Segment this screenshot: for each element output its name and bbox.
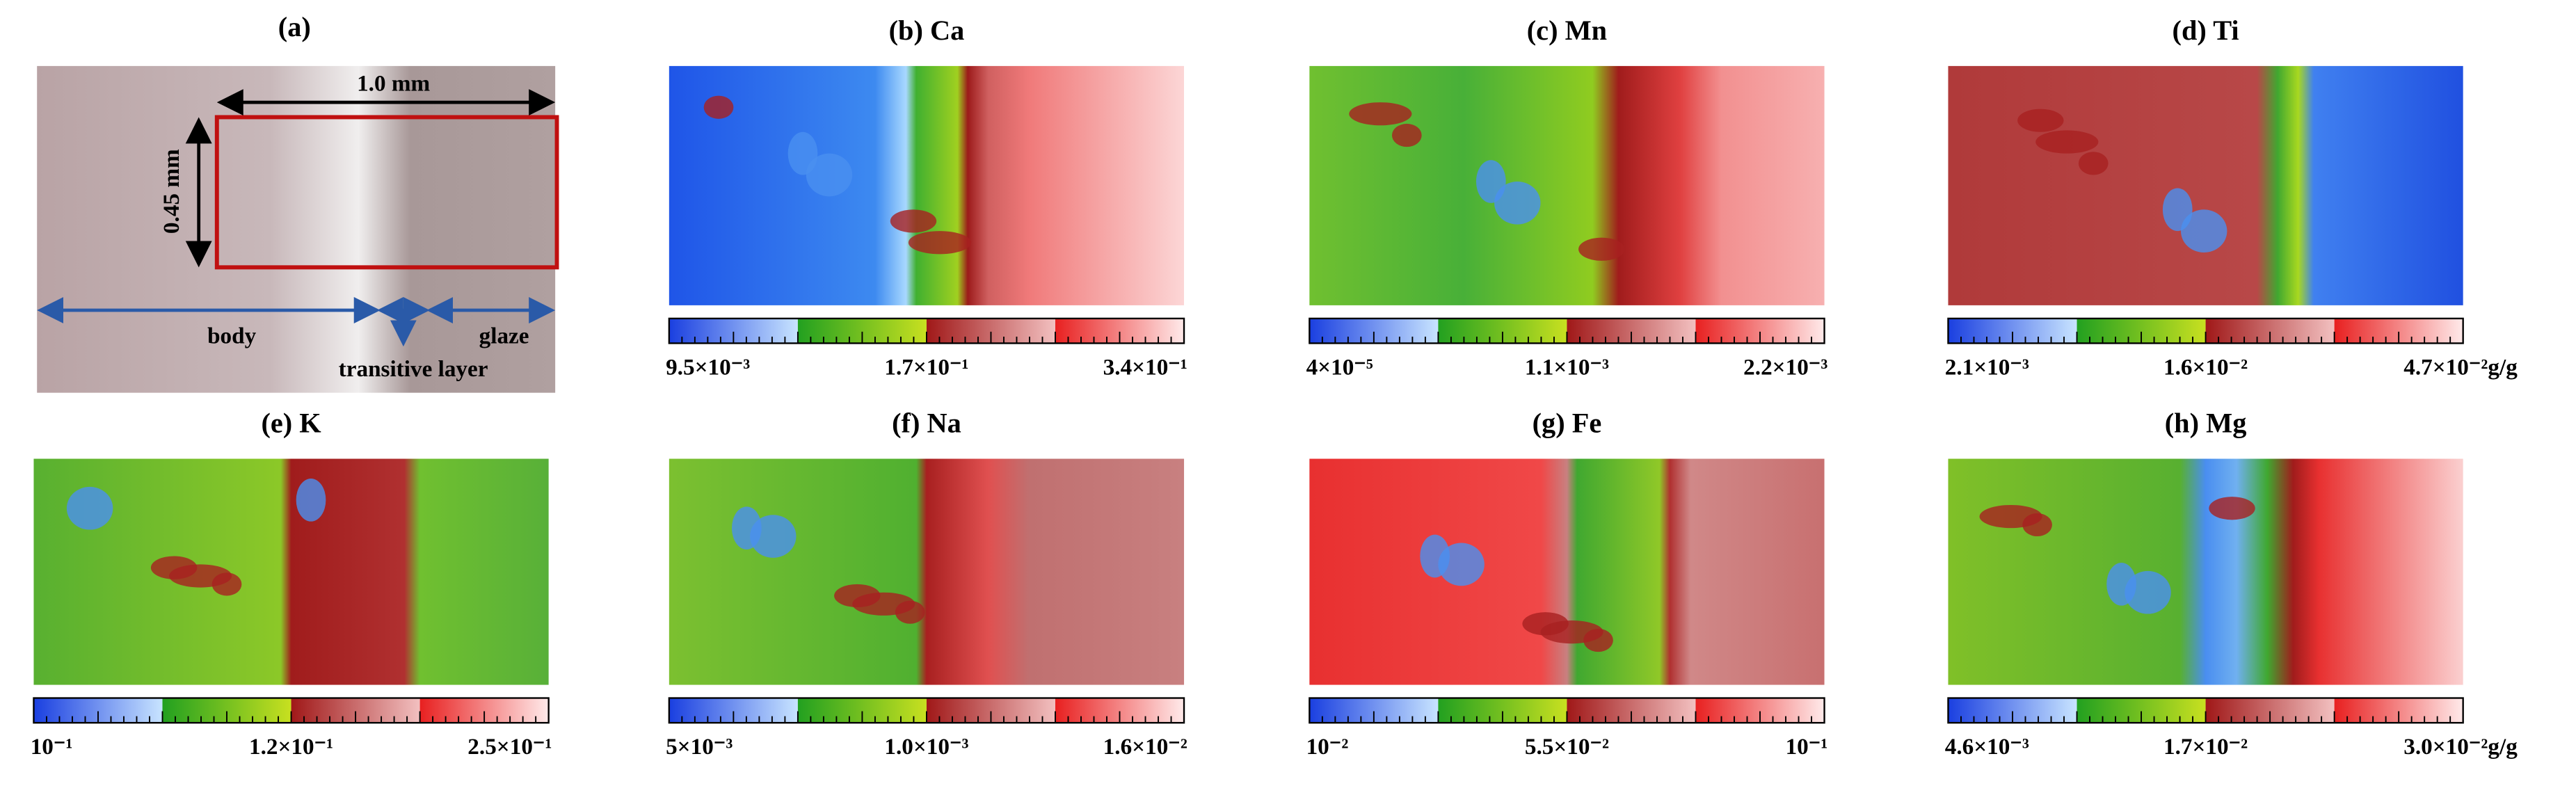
map: [1948, 458, 2463, 685]
map-panel: (d) Ti 2.1×10⁻³ 1.6×10⁻² 4.7×10⁻²g/g: [1945, 15, 2518, 380]
colorbar-max: 4.7×10⁻²g/g: [2403, 355, 2518, 380]
panel-title: (a): [278, 11, 311, 42]
colorbar-mid: 1.2×10⁻¹: [249, 734, 333, 760]
height-label: 0.45 mm: [159, 149, 184, 234]
glaze-label: glaze: [479, 323, 529, 348]
colorbar-mid: 1.7×10⁻¹: [884, 355, 968, 380]
map-blob: [908, 231, 971, 255]
map-blob: [834, 584, 881, 608]
panel-title: (d) Ti: [2173, 15, 2239, 46]
map-blob: [1475, 160, 1506, 203]
map: [669, 65, 1185, 305]
colorbar-mid: 1.6×10⁻²: [2163, 355, 2248, 380]
map-blob: [296, 479, 326, 522]
colorbar-min: 9.5×10⁻³: [666, 355, 750, 380]
width-label: 1.0 mm: [357, 70, 430, 96]
map-blob: [1578, 237, 1625, 261]
map-panel: (h) Mg 4.6×10⁻³ 1.7×10⁻² 3.0×10⁻²g/g: [1945, 408, 2518, 760]
map-panel: (e) K 10⁻¹ 1.2×10⁻¹ 2.5×10⁻¹: [31, 408, 552, 760]
map-blob: [2106, 562, 2136, 606]
map: [1309, 65, 1825, 305]
map-blob: [2209, 497, 2255, 520]
colorbar-max: 1.6×10⁻²: [1103, 734, 1187, 760]
colorbar-mid: 5.5×10⁻²: [1525, 734, 1609, 760]
colorbar-max: 2.5×10⁻¹: [467, 734, 552, 760]
map-blob: [2078, 152, 2109, 175]
map-blob: [2125, 570, 2171, 614]
map-panel: (c) Mn 4×10⁻⁵ 1.1×10⁻³ 2.2×10⁻³: [1306, 15, 1828, 380]
map-blob: [1420, 534, 1450, 578]
map-panel: (g) Fe 10⁻² 5.5×10⁻² 10⁻¹: [1306, 408, 1828, 760]
colorbar-min: 4.6×10⁻³: [1945, 734, 2029, 760]
colorbar-min: 5×10⁻³: [666, 734, 733, 760]
map-blob: [750, 515, 797, 558]
colorbar-mid: 1.1×10⁻³: [1525, 355, 1609, 380]
colorbar-max: 10⁻¹: [1786, 734, 1828, 760]
map-blob: [2017, 109, 2064, 132]
colorbar-max: 3.0×10⁻²g/g: [2403, 734, 2518, 760]
panel-title: (b) Ca: [889, 15, 965, 46]
map-blob: [2035, 130, 2099, 154]
transitive-label: transitive layer: [339, 356, 488, 382]
map: [1948, 65, 2463, 305]
photo: [37, 65, 556, 393]
map-blob: [150, 556, 198, 579]
colorbar-mid: 1.7×10⁻²: [2163, 734, 2248, 760]
panel-title: (h) Mg: [2165, 408, 2247, 439]
map: [1309, 458, 1825, 685]
colorbar-min: 10⁻²: [1306, 734, 1349, 760]
map-blob: [1494, 181, 1541, 225]
map-panel: (f) Na 5×10⁻³ 1.0×10⁻³ 1.6×10⁻²: [666, 408, 1187, 760]
colorbar-max: 2.2×10⁻³: [1743, 355, 1827, 380]
map-blob: [731, 506, 762, 550]
map-blob: [2180, 209, 2227, 252]
map-panel: (b) Ca 9.5×10⁻³ 1.7×10⁻¹ 3.4×10⁻¹: [666, 15, 1187, 380]
colorbar-mid: 1.0×10⁻³: [884, 734, 968, 760]
panel-a: (a) 1.0 mm 0.45 mm body transitive layer…: [37, 11, 559, 393]
map-blob: [1391, 123, 1422, 147]
map-blob: [2162, 188, 2193, 232]
body-label: body: [207, 323, 257, 348]
region-box: [214, 115, 559, 270]
panel-title: (f) Na: [892, 408, 961, 439]
colorbar-min: 4×10⁻⁵: [1306, 355, 1373, 380]
map-blob: [1522, 612, 1569, 636]
panel-title: (e) K: [261, 408, 321, 439]
map-blob: [1349, 102, 1412, 126]
map: [669, 458, 1185, 685]
panel-title: (g) Fe: [1533, 408, 1602, 439]
colorbar-min: 2.1×10⁻³: [1945, 355, 2029, 380]
map: [33, 458, 549, 685]
panel-title: (c) Mn: [1527, 15, 1607, 46]
map-blob: [1979, 504, 2042, 529]
colorbar-min: 10⁻¹: [31, 734, 73, 760]
map-blob: [787, 131, 818, 175]
map-blob: [1438, 543, 1485, 586]
colorbar-max: 3.4×10⁻¹: [1103, 355, 1187, 380]
map-blob: [703, 95, 734, 119]
map-blob: [66, 486, 113, 530]
map-blob: [806, 153, 853, 197]
map-blob: [890, 209, 937, 233]
